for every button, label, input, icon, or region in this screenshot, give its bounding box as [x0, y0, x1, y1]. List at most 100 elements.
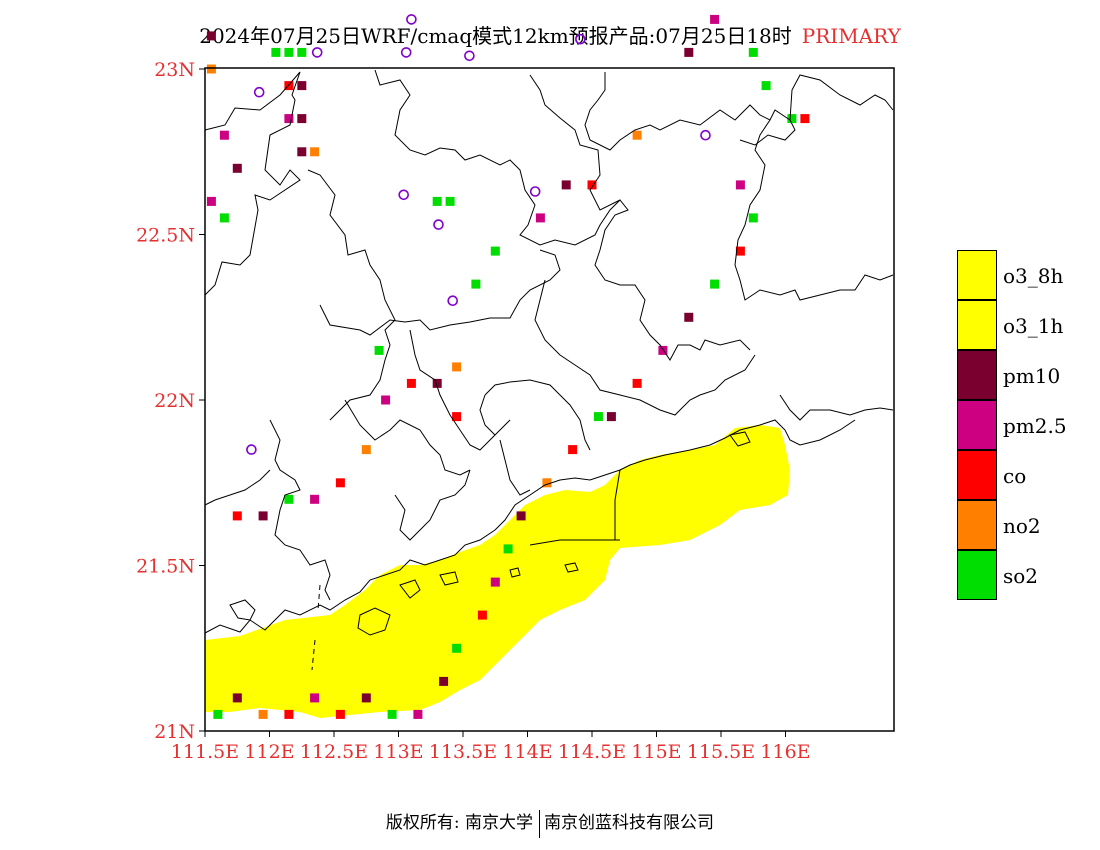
county-boundary	[479, 394, 496, 436]
pollutant-cell-so2	[748, 213, 758, 223]
pollutant-cell-pm10	[297, 81, 307, 91]
pollutant-cell-co	[477, 610, 487, 620]
pollutant-cell-so2	[710, 279, 720, 289]
county-boundary	[409, 329, 511, 451]
y-tick-label: 22.5N	[136, 225, 195, 247]
pollutant-cell-pm2_5	[490, 577, 500, 587]
pollutant-cell-co	[568, 445, 578, 455]
legend-label: pm10	[1003, 364, 1061, 388]
county-boundary	[204, 71, 301, 296]
pollutant-cell-pm2_5	[219, 130, 229, 140]
station-marker	[246, 444, 257, 455]
pollutant-cell-pm2_5	[735, 180, 745, 190]
x-tick-label: 112.5E	[300, 741, 368, 763]
pollutant-cell-so2	[748, 47, 758, 57]
county-boundary	[484, 379, 591, 451]
pollutant-cell-co	[632, 378, 642, 388]
county-boundary	[374, 69, 751, 361]
pollutant-cell-pm10	[606, 412, 616, 422]
y-tick-label: 21N	[154, 721, 195, 743]
island-outline	[729, 431, 751, 447]
pollutant-cell-pm2_5	[535, 213, 545, 223]
county-boundary	[779, 394, 894, 421]
pollutant-cell-co	[232, 511, 242, 521]
pollutant-cell-pm2_5	[658, 345, 668, 355]
copyright-footer: 版权所有: 南京大学 南京创蓝科技有限公司	[0, 808, 1100, 838]
pollutant-cell-pm10	[684, 312, 694, 322]
island-outline	[564, 562, 579, 573]
station-marker	[433, 219, 444, 230]
pollutant-cell-pm10	[432, 378, 442, 388]
pollutant-cell-pm10	[439, 676, 449, 686]
y-tick-label: 21.5N	[136, 556, 195, 578]
legend-swatch	[957, 300, 997, 350]
legend-swatch	[957, 400, 997, 450]
legend-label: pm2.5	[1003, 414, 1067, 438]
pollutant-cell-pm10	[206, 31, 216, 41]
pollutant-cell-so2	[471, 279, 481, 289]
x-axis: 111.5E 112E 112.5E 113E 113.5E 114E 114.5E 115E…	[171, 731, 811, 763]
pollutant-cell-pm10	[258, 511, 268, 521]
station-marker	[529, 186, 541, 197]
pollutant-grid	[205, 14, 810, 719]
legend-swatch	[957, 550, 997, 600]
county-boundary	[529, 539, 620, 546]
county-boundary	[614, 469, 621, 540]
pollutant-cell-so2	[284, 47, 294, 57]
pollutant-cell-pm10	[232, 163, 242, 173]
pollutant-cell-so2	[452, 643, 462, 653]
pollutant-cell-pm10	[232, 693, 242, 703]
county-boundary	[534, 279, 756, 416]
pollutant-cell-no2	[258, 709, 268, 719]
legend-swatch	[957, 450, 997, 500]
station-marker	[575, 33, 586, 45]
pollutant-cell-so2	[593, 412, 603, 422]
admin-boundaries	[204, 69, 894, 671]
pollutant-cell-co	[335, 709, 345, 719]
pollutant-cell-so2	[490, 246, 500, 256]
pollutant-cell-pm2_5	[310, 693, 320, 703]
pollutant-cell-no2	[542, 478, 552, 488]
pollutant-cell-so2	[387, 709, 397, 719]
pollutant-cell-so2	[297, 47, 307, 57]
pollutant-cell-so2	[284, 494, 294, 504]
legend-label: o3_1h	[1003, 314, 1064, 338]
pollutant-cell-no2	[361, 445, 371, 455]
pollutant-cell-co	[587, 180, 597, 190]
pollutant-cell-so2	[761, 81, 771, 91]
station-marker	[447, 295, 459, 307]
pollutant-cell-so2	[787, 114, 797, 124]
coastline	[204, 419, 856, 634]
legend-label: no2	[1003, 514, 1041, 538]
pollutant-cell-pm10	[516, 511, 526, 521]
pollutant-cell-pm10	[561, 180, 571, 190]
station-marker	[700, 129, 711, 141]
station-marker	[400, 47, 412, 58]
pollutant-cell-co	[452, 412, 462, 422]
station-marker	[398, 189, 410, 201]
county-boundary	[344, 399, 471, 476]
pollutant-cell-co	[284, 709, 294, 719]
x-tick-label: 115E	[631, 741, 681, 763]
county-boundary	[307, 169, 396, 421]
x-tick-label: 112E	[244, 741, 294, 763]
legend-swatch	[957, 500, 997, 550]
pollutant-cell-no2	[206, 64, 216, 74]
pollutant-cell-pm2_5	[710, 14, 720, 24]
station-marker	[406, 14, 417, 25]
legend-label: so2	[1003, 564, 1039, 588]
forecast-map: 111.5E 112E 112.5E 113E 113.5E 114E 114.5E 115E…	[136, 14, 895, 763]
county-boundary	[269, 419, 331, 601]
pollutant-cell-pm10	[297, 114, 307, 124]
county-boundary	[394, 469, 471, 541]
pollutant-cell-pm10	[684, 47, 694, 57]
station-marker	[464, 50, 475, 62]
island-outline	[357, 607, 391, 636]
pollutant-cell-pm10	[297, 147, 307, 157]
x-tick-label: 111.5E	[171, 741, 239, 763]
pollutant-cell-pm2_5	[206, 196, 216, 206]
pollutant-cell-co	[735, 246, 745, 256]
pollutant-cell-so2	[374, 345, 384, 355]
pollutant-cell-no2	[310, 147, 320, 157]
